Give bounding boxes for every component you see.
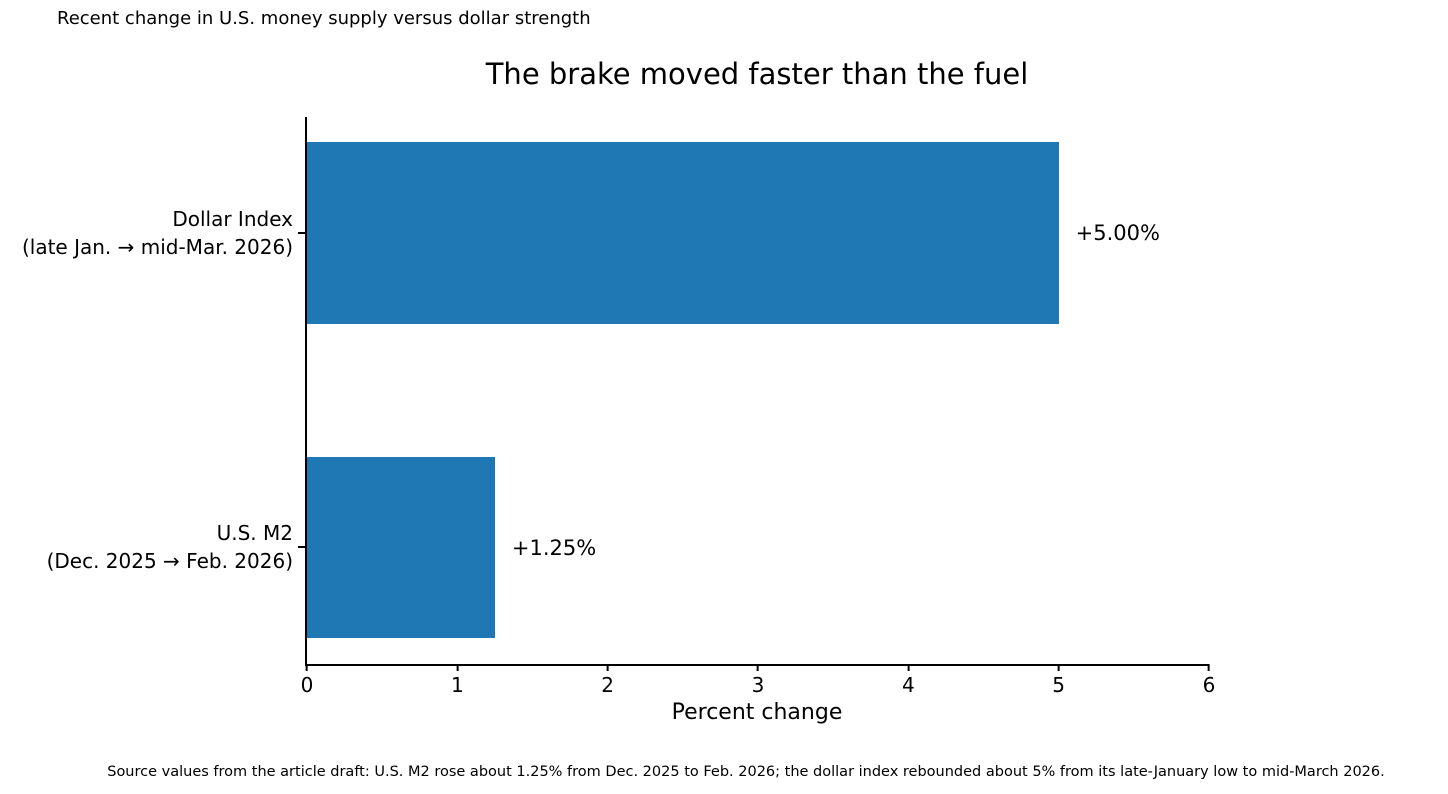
y-tick-mark xyxy=(298,232,305,234)
x-tick-label: 3 xyxy=(751,673,765,697)
x-tick-label: 1 xyxy=(450,673,464,697)
plot-area: +5.00% +1.25% 0 1 2 3 4 xyxy=(298,117,1215,697)
x-tick-0: 0 xyxy=(300,664,314,697)
y-tick-mark xyxy=(298,546,305,548)
x-tick-label: 2 xyxy=(601,673,615,697)
x-tick-label: 4 xyxy=(901,673,915,697)
x-tick-6: 6 xyxy=(1202,664,1216,697)
bar-row-us-m2: +1.25% xyxy=(307,457,1209,638)
category-label-line2: (Dec. 2025 → Feb. 2026) xyxy=(46,549,293,573)
bar-dollar-index xyxy=(307,142,1059,324)
bar-value-label-dollar-index: +5.00% xyxy=(1075,221,1160,245)
category-label-dollar-index: Dollar Index (late Jan. → mid-Mar. 2026) xyxy=(0,205,293,261)
tick-mark xyxy=(1057,664,1060,671)
category-label-line2: (late Jan. → mid-Mar. 2026) xyxy=(21,235,293,259)
x-tick-3: 3 xyxy=(751,664,765,697)
chart-title: The brake moved faster than the fuel xyxy=(485,57,1029,91)
tick-mark xyxy=(606,664,609,671)
x-tick-1: 1 xyxy=(451,664,464,697)
x-tick-label: 0 xyxy=(300,673,314,697)
x-tick-5: 5 xyxy=(1052,664,1065,697)
tick-mark xyxy=(456,664,459,671)
category-label-line1: U.S. M2 xyxy=(216,521,293,545)
tick-mark xyxy=(756,664,759,671)
tick-mark xyxy=(1207,664,1210,671)
x-tick-label: 5 xyxy=(1052,673,1066,697)
x-tick-2: 2 xyxy=(601,664,614,697)
bar-value-label-us-m2: +1.25% xyxy=(511,535,597,560)
tick-mark xyxy=(305,664,308,671)
bar-us-m2 xyxy=(307,457,495,638)
source-note: Source values from the article draft: U.… xyxy=(107,764,1385,780)
x-tick-label: 6 xyxy=(1202,673,1216,697)
bar-row-dollar-index: +5.00% xyxy=(307,142,1209,324)
category-label-line1: Dollar Index xyxy=(172,207,293,231)
category-label-us-m2: U.S. M2 (Dec. 2025 → Feb. 2026) xyxy=(0,519,293,575)
tick-mark xyxy=(907,664,910,671)
x-axis-label: Percent change xyxy=(671,700,843,725)
figure-note: Recent change in U.S. money supply versu… xyxy=(57,8,591,29)
x-tick-4: 4 xyxy=(902,664,915,697)
